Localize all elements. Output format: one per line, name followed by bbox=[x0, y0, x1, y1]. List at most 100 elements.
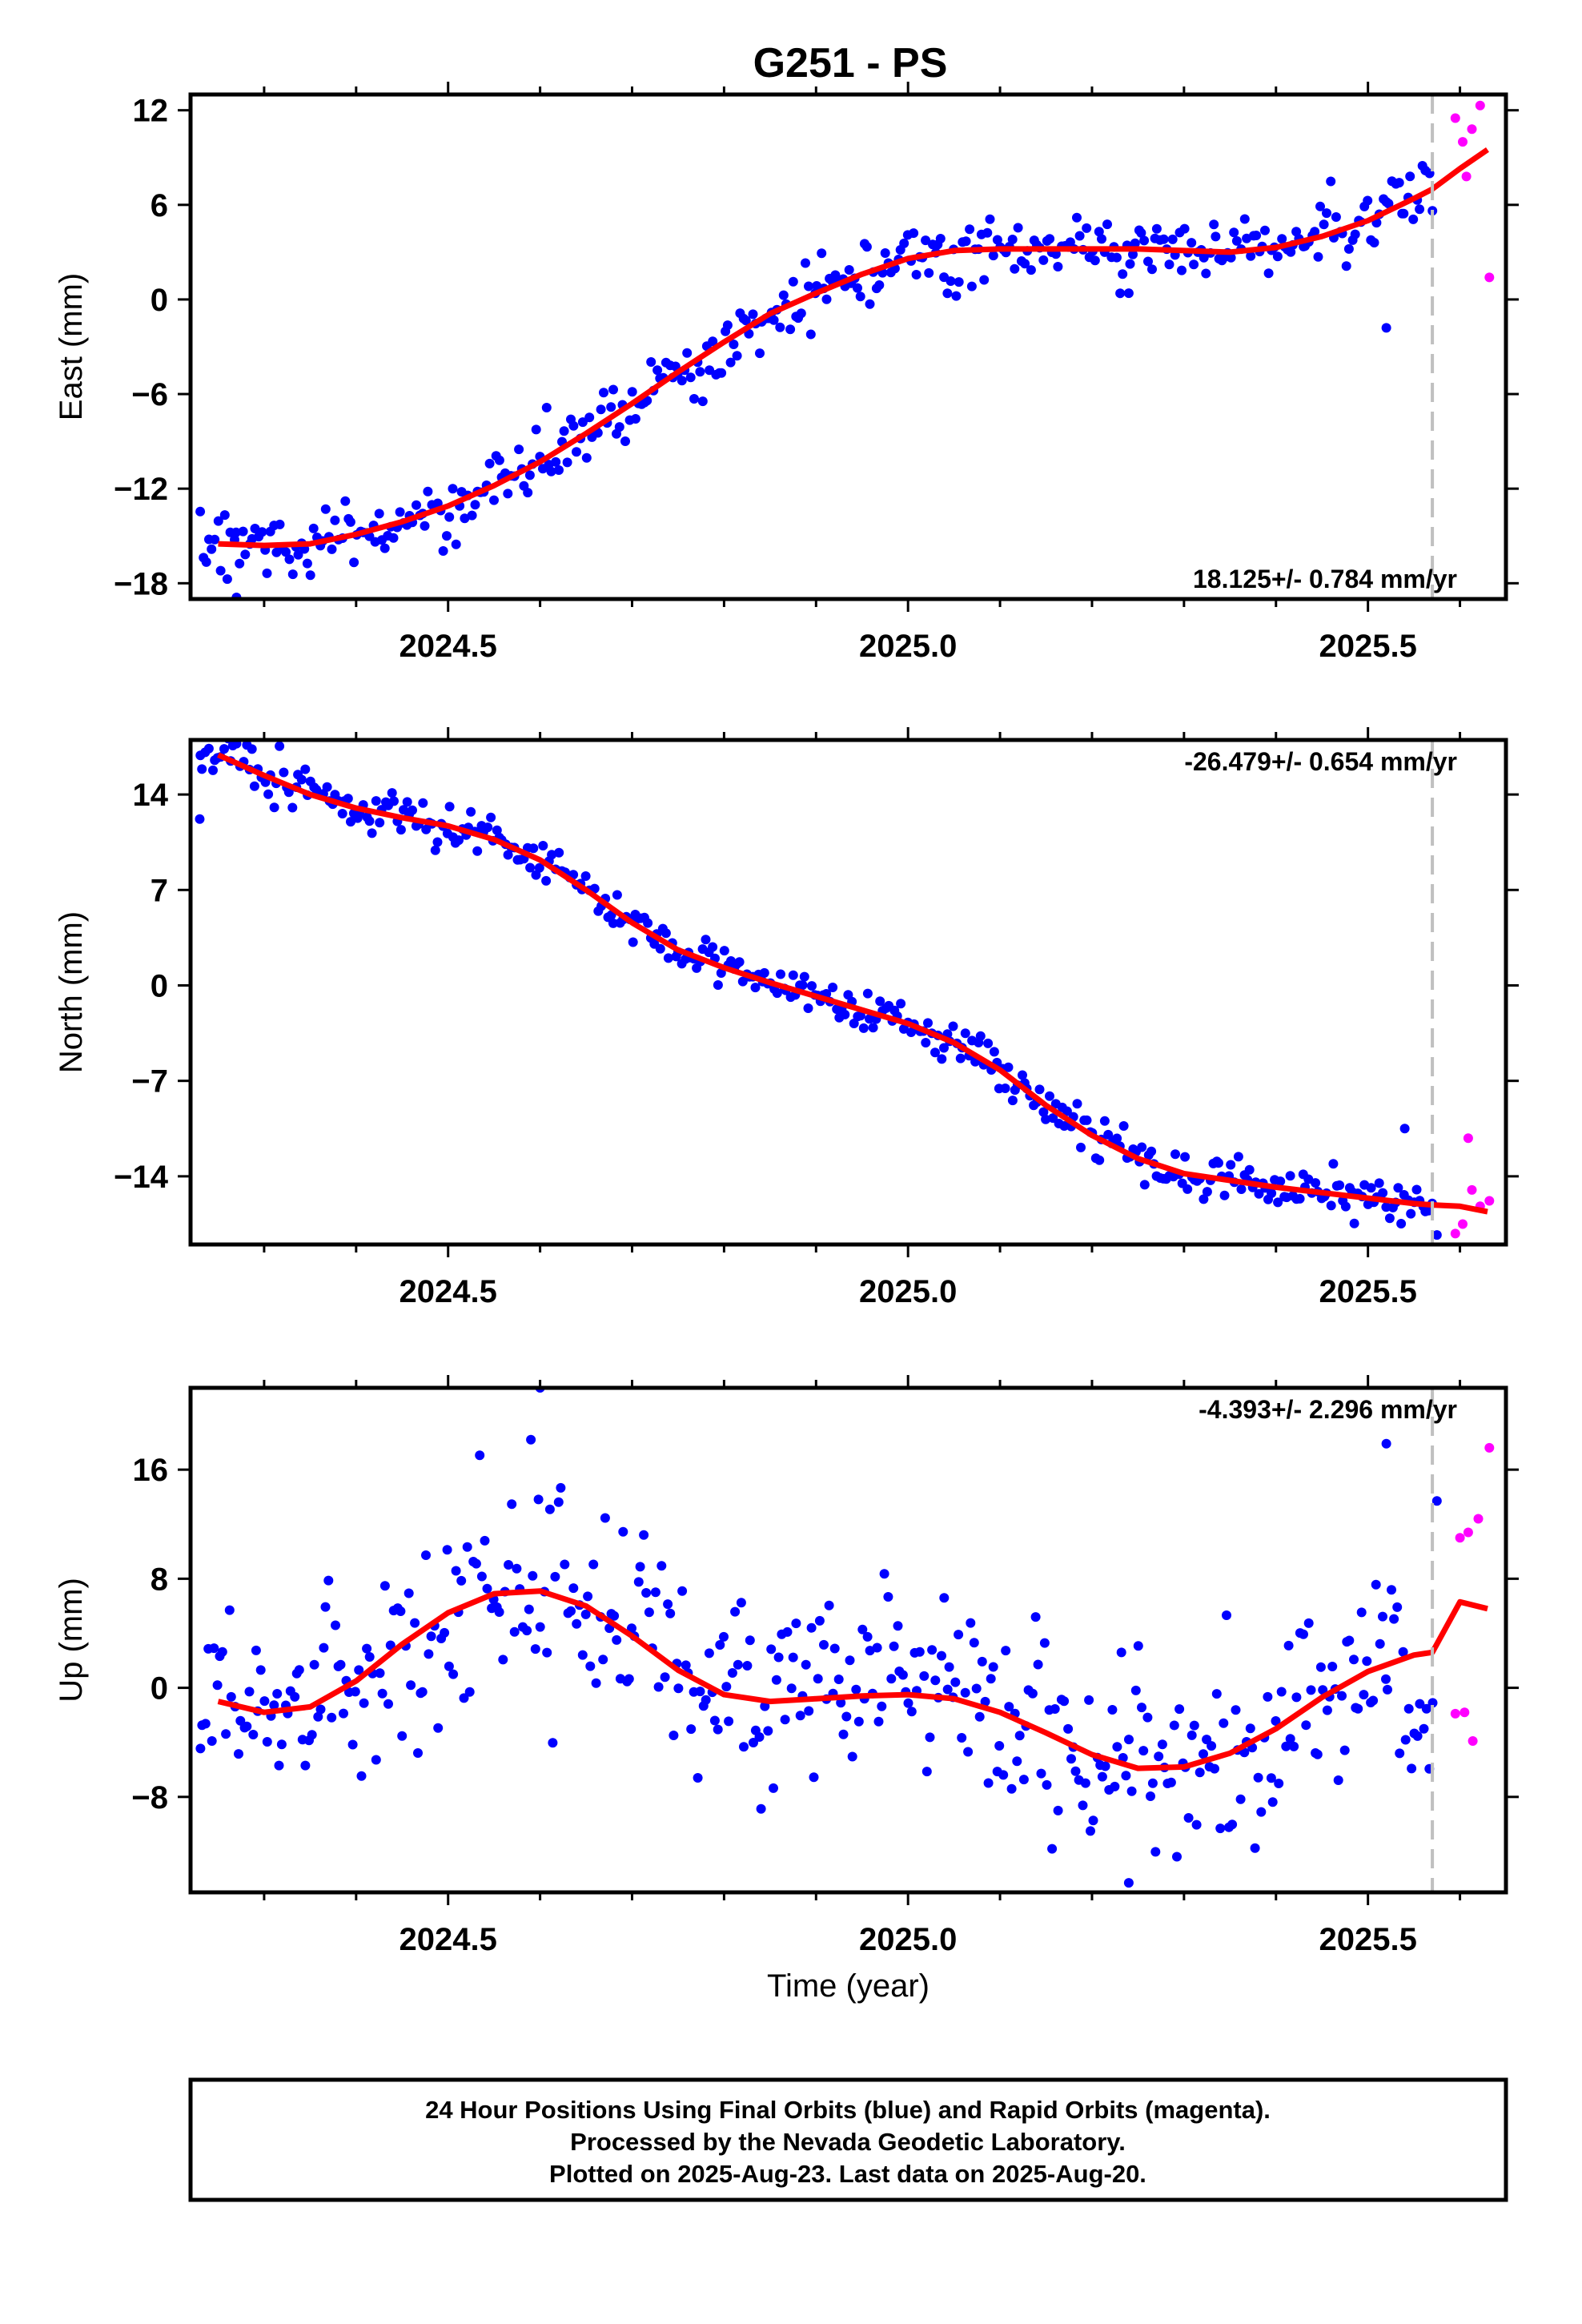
final-orbit-point bbox=[350, 1687, 360, 1697]
final-orbit-point bbox=[896, 999, 906, 1009]
final-orbit-point bbox=[1310, 227, 1320, 237]
final-orbit-point bbox=[1164, 259, 1174, 270]
final-orbit-point bbox=[572, 1618, 582, 1629]
final-orbit-point bbox=[1244, 1164, 1255, 1175]
y-axis-label: North (mm) bbox=[54, 911, 89, 1073]
final-orbit-point bbox=[1411, 1184, 1422, 1195]
final-orbit-point bbox=[1010, 263, 1020, 274]
final-orbit-point bbox=[836, 1698, 846, 1708]
final-orbit-point bbox=[440, 1627, 450, 1638]
final-orbit-point bbox=[1126, 1786, 1137, 1796]
final-orbit-point bbox=[1034, 1084, 1045, 1095]
final-orbit-point bbox=[408, 805, 417, 815]
final-orbit-point bbox=[954, 1630, 964, 1640]
final-orbit-point bbox=[1363, 195, 1373, 206]
final-orbit-point bbox=[1090, 255, 1100, 266]
final-orbit-point bbox=[402, 797, 412, 807]
final-orbit-point bbox=[927, 1645, 938, 1655]
final-orbit-point bbox=[327, 544, 337, 554]
final-orbit-point bbox=[470, 500, 480, 510]
final-orbit-point bbox=[294, 1665, 304, 1675]
final-orbit-point bbox=[1328, 1159, 1339, 1169]
final-orbit-point bbox=[1421, 1703, 1431, 1714]
final-orbit-point bbox=[209, 1643, 219, 1654]
final-orbit-point bbox=[444, 802, 455, 812]
final-orbit-point bbox=[865, 1014, 874, 1024]
y-tick-label: −6 bbox=[131, 377, 168, 412]
x-tick-label: 2025.5 bbox=[1319, 629, 1416, 664]
final-orbit-point bbox=[804, 1706, 814, 1716]
final-orbit-point bbox=[1110, 1781, 1120, 1791]
final-orbit-point bbox=[1045, 234, 1055, 244]
final-orbit-point bbox=[1166, 1777, 1176, 1787]
final-orbit-point bbox=[219, 744, 229, 754]
final-orbit-point bbox=[875, 996, 885, 1007]
rapid-orbit-point bbox=[1463, 1527, 1473, 1538]
final-orbit-point bbox=[847, 1751, 857, 1762]
plot-frame bbox=[188, 738, 1508, 1247]
final-orbit-point bbox=[877, 1701, 887, 1711]
final-orbit-point bbox=[1291, 1692, 1302, 1703]
final-orbit-point bbox=[868, 1023, 878, 1033]
final-orbit-point bbox=[538, 841, 548, 850]
final-orbit-point bbox=[343, 794, 353, 804]
final-orbit-point bbox=[287, 802, 298, 813]
final-orbit-point bbox=[302, 558, 312, 569]
final-orbit-point bbox=[1123, 1878, 1134, 1888]
y-tick-label: 12 bbox=[133, 94, 169, 129]
final-orbit-point bbox=[1319, 219, 1329, 230]
final-orbit-point bbox=[482, 1583, 492, 1594]
rapid-orbit-point bbox=[1455, 1533, 1465, 1543]
final-orbit-point bbox=[1322, 208, 1331, 219]
final-orbit-point bbox=[788, 276, 798, 287]
final-orbit-point bbox=[1050, 1704, 1060, 1714]
final-orbit-point bbox=[1312, 1749, 1323, 1759]
final-orbit-point bbox=[213, 516, 223, 526]
final-orbit-point bbox=[1001, 1646, 1011, 1656]
final-orbit-point bbox=[608, 918, 618, 928]
final-orbit-point bbox=[1042, 1779, 1052, 1790]
final-orbit-point bbox=[713, 1724, 723, 1735]
final-orbit-point bbox=[1183, 1813, 1194, 1823]
final-orbit-point bbox=[975, 1031, 986, 1041]
final-orbit-point bbox=[262, 568, 272, 578]
final-orbit-point bbox=[1082, 223, 1092, 233]
final-orbit-point bbox=[195, 506, 206, 517]
final-orbit-point bbox=[1103, 1129, 1114, 1140]
final-orbit-point bbox=[1405, 171, 1415, 182]
final-orbit-point bbox=[459, 1693, 469, 1703]
final-orbit-point bbox=[821, 294, 832, 304]
final-orbit-point bbox=[503, 489, 513, 499]
rapid-orbit-point bbox=[1463, 1133, 1473, 1144]
final-orbit-point bbox=[957, 1733, 967, 1743]
model-fit-curve bbox=[217, 752, 1488, 1215]
final-orbit-point bbox=[412, 500, 421, 510]
final-orbit-point bbox=[1350, 229, 1360, 239]
y-tick-label: 7 bbox=[151, 873, 168, 908]
x-tick-label: 2024.5 bbox=[400, 1922, 497, 1957]
final-orbit-point bbox=[797, 980, 808, 991]
final-orbit-point bbox=[1333, 1775, 1343, 1785]
final-orbit-point bbox=[222, 574, 232, 585]
final-orbit-point bbox=[226, 1691, 236, 1702]
final-orbit-point bbox=[1169, 1720, 1179, 1731]
final-orbit-point bbox=[591, 1678, 601, 1688]
final-orbit-point bbox=[486, 812, 496, 822]
final-orbit-point bbox=[1394, 178, 1404, 188]
final-orbit-point bbox=[195, 814, 205, 824]
final-orbit-point bbox=[862, 988, 873, 999]
final-orbit-point bbox=[1137, 1142, 1147, 1152]
final-orbit-point bbox=[739, 1742, 749, 1752]
final-orbit-point bbox=[1007, 1096, 1018, 1106]
final-orbit-point bbox=[296, 774, 307, 785]
final-orbit-point bbox=[1000, 1084, 1010, 1093]
final-orbit-point bbox=[207, 544, 217, 554]
final-orbit-point bbox=[388, 533, 399, 543]
final-orbit-point bbox=[966, 281, 977, 292]
final-orbit-point bbox=[773, 1652, 784, 1663]
final-orbit-point bbox=[1118, 1121, 1129, 1131]
y-tick-label: −14 bbox=[114, 1160, 169, 1195]
rapid-orbit-point bbox=[1450, 1228, 1460, 1239]
final-orbit-point bbox=[577, 1650, 588, 1660]
final-orbit-point bbox=[580, 1609, 591, 1619]
